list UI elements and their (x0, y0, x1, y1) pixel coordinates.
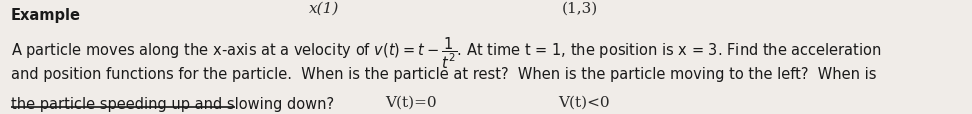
Text: x(1): x(1) (309, 2, 339, 16)
Text: (1,3): (1,3) (562, 2, 598, 16)
Text: and position functions for the particle.  When is the particle at rest?  When is: and position functions for the particle.… (11, 67, 877, 82)
Text: V(t)=0: V(t)=0 (385, 94, 436, 108)
Text: Example: Example (11, 8, 81, 23)
Text: V(t)<0: V(t)<0 (558, 94, 609, 108)
Text: the particle speeding up and slowing down?: the particle speeding up and slowing dow… (11, 97, 334, 111)
Text: A particle moves along the x-axis at a velocity of $v(t) = t - \dfrac{1}{t^2}$. : A particle moves along the x-axis at a v… (11, 36, 882, 71)
